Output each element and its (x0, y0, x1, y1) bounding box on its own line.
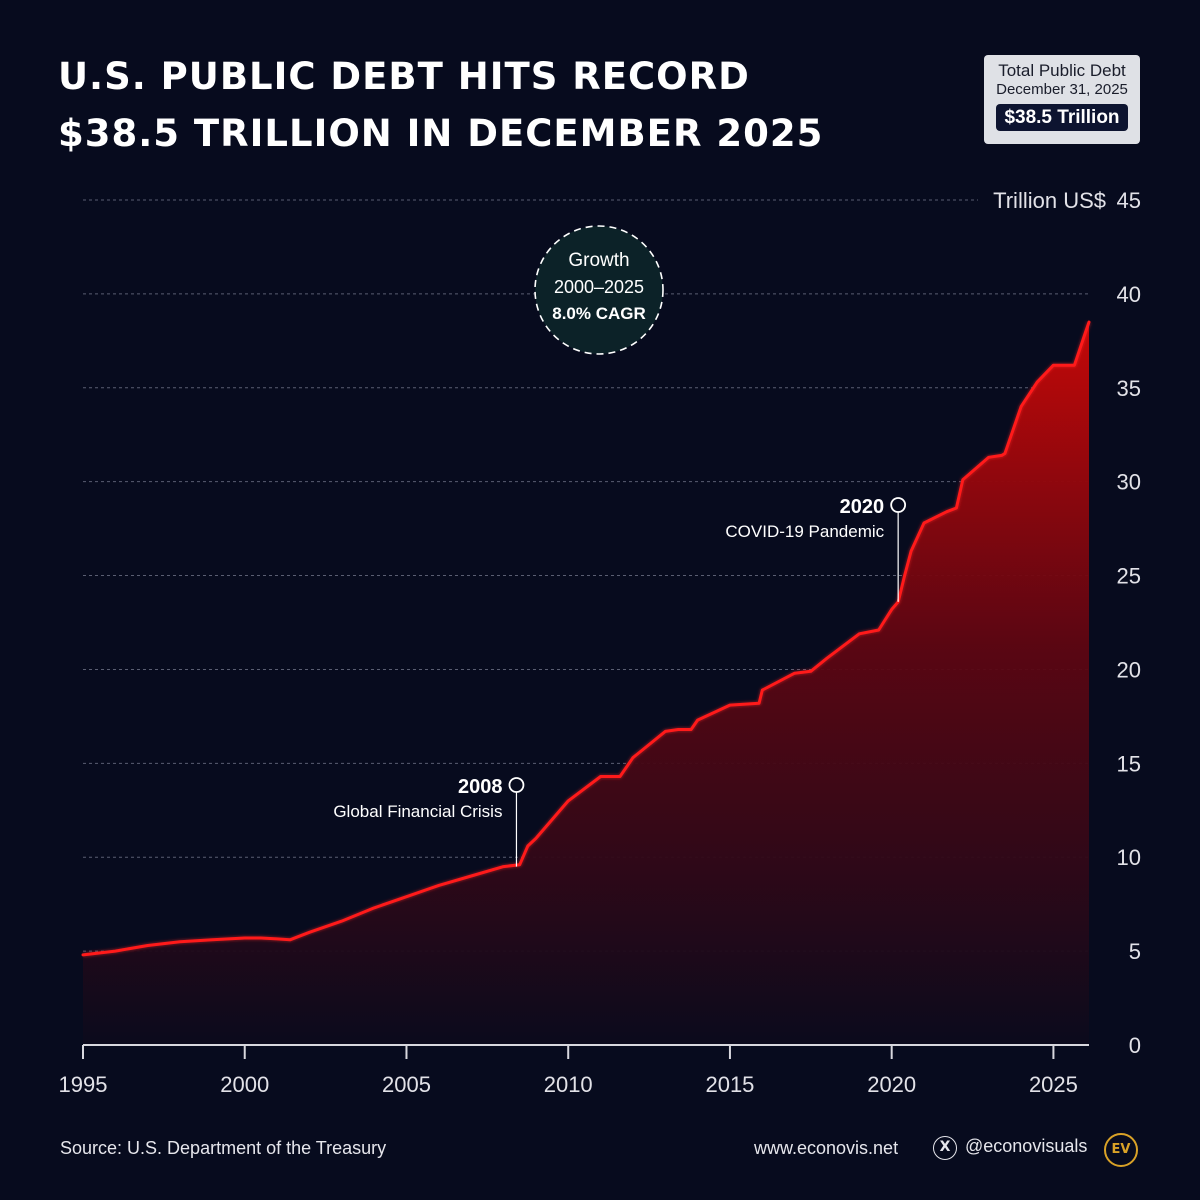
grid-layer (83, 199, 1089, 952)
y-axis-label: Trillion US$ (993, 188, 1106, 213)
source-note: Source: U.S. Department of the Treasury (60, 1138, 387, 1158)
annotation-marker (890, 497, 907, 513)
debt-area-fill (83, 322, 1089, 1046)
chart-title: U.S. PUBLIC DEBT HITS RECORD $38.5 TRILL… (58, 48, 823, 162)
x-tick-label: 1995 (59, 1072, 108, 1097)
annotation-marker (508, 777, 525, 793)
x-tick-label: 2025 (1029, 1072, 1078, 1097)
annotation-layer: 2008 Global Financial Crisis 2020 COVID-19 … (333, 496, 907, 867)
website-link[interactable]: www.econovis.net (754, 1138, 899, 1158)
x-logo-icon: X (933, 1136, 957, 1160)
x-tick-label: 2010 (544, 1072, 593, 1097)
title-line-2: $38.5 TRILLION IN DECEMBER 2025 (58, 112, 824, 155)
y-tick-label: 25 (1117, 564, 1141, 589)
info-box-date: December 31, 2025 (996, 81, 1128, 98)
x-tick-label: 2020 (867, 1072, 916, 1097)
annotation-year: 2008 (458, 776, 503, 798)
total-debt-info-box: Total Public Debt December 31, 2025 $38.… (984, 55, 1140, 144)
y-tick-label: 0 (1129, 1033, 1141, 1058)
y-tick-label: 10 (1117, 845, 1141, 870)
y-tick-label: 30 (1117, 470, 1141, 495)
y-tick-label: 45 (1117, 188, 1141, 213)
y-tick-label: 20 (1117, 657, 1141, 682)
x-tick-label: 2015 (705, 1072, 754, 1097)
annotation-year: 2020 (840, 496, 885, 518)
growth-badge-line-3: 8.0% CAGR (552, 304, 646, 323)
y-tick-label: 40 (1117, 282, 1141, 307)
growth-badge: Growth 2000–2025 8.0% CAGR (534, 225, 664, 355)
area-layer (81, 320, 1092, 1046)
growth-badge-line-1: Growth (568, 250, 629, 271)
x-tick-label: 2000 (220, 1072, 269, 1097)
growth-badge-circle (534, 225, 664, 355)
annotation-label: Global Financial Crisis (333, 802, 502, 821)
y-tick-label: 35 (1117, 376, 1141, 401)
y-tick-label: 5 (1129, 939, 1141, 964)
social-handle[interactable]: @econovisuals (965, 1136, 1088, 1156)
info-box-label: Total Public Debt (998, 61, 1126, 80)
info-box-value: $38.5 Trillion (996, 104, 1128, 131)
x-tick-label: 2005 (382, 1072, 431, 1097)
debt-series-line (81, 320, 1091, 957)
annotation-label: COVID-19 Pandemic (725, 522, 884, 541)
y-tick-label: 15 (1117, 751, 1141, 776)
econovis-logo-icon: EV (1104, 1133, 1138, 1167)
title-line-1: U.S. PUBLIC DEBT HITS RECORD (58, 55, 750, 98)
growth-badge-line-2: 2000–2025 (554, 277, 644, 297)
